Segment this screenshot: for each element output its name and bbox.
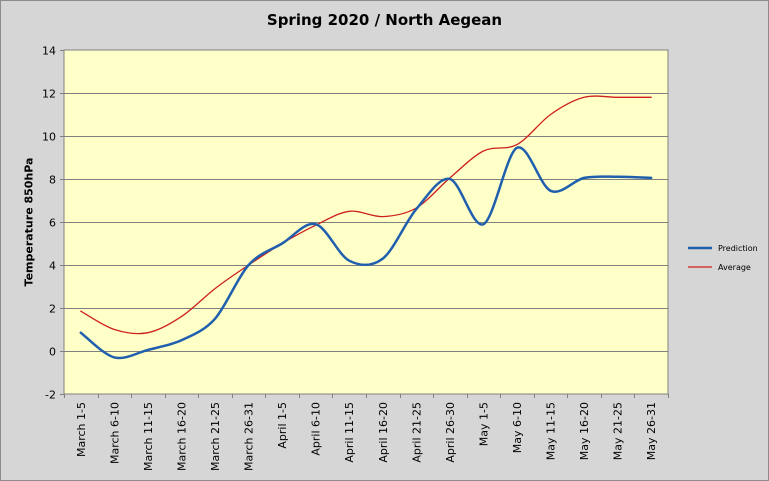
legend-label: Prediction: [718, 244, 758, 253]
y-tick-label: 14: [42, 45, 56, 58]
x-tick-label: May 16-20: [578, 402, 591, 460]
x-tick-label: May 6-10: [511, 402, 524, 453]
x-tick-label: April 16-20: [377, 402, 390, 463]
y-tick-label: 0: [49, 346, 56, 359]
x-tick-label: May 11-15: [545, 402, 558, 460]
y-tick-label: 6: [49, 217, 56, 230]
x-tick-label: April 1-5: [276, 402, 289, 449]
x-tick-label: March 6-10: [108, 402, 121, 464]
chart-title: Spring 2020 / North Aegean: [266, 11, 503, 29]
x-tick-label: March 16-20: [175, 402, 188, 471]
x-tick-label: March 26-31: [243, 402, 256, 471]
series-line-prediction: [79, 146, 653, 360]
x-tick-label: March 1-5: [75, 402, 88, 457]
y-tick-label: 10: [42, 131, 56, 144]
legend-label: Average: [718, 263, 751, 272]
x-tick-label: April 26-30: [444, 402, 457, 463]
x-tick-label: April 21-25: [410, 402, 423, 463]
x-tick-label: May 1-5: [477, 402, 490, 446]
x-tick-label: April 6-10: [310, 402, 323, 456]
series-line-average: [80, 95, 652, 335]
x-tick-label: March 21-25: [209, 402, 222, 471]
y-tick-label: 2: [49, 303, 56, 316]
y-tick-label: 12: [42, 88, 56, 101]
y-tick-label: 4: [49, 260, 56, 273]
y-tick-label: 8: [49, 174, 56, 187]
x-tick-label: April 11-15: [343, 402, 356, 463]
x-tick-label: March 11-15: [142, 402, 155, 471]
y-tick-label: -2: [45, 389, 56, 402]
x-tick-label: May 21-25: [612, 402, 625, 460]
x-tick-label: May 26-31: [645, 402, 658, 460]
